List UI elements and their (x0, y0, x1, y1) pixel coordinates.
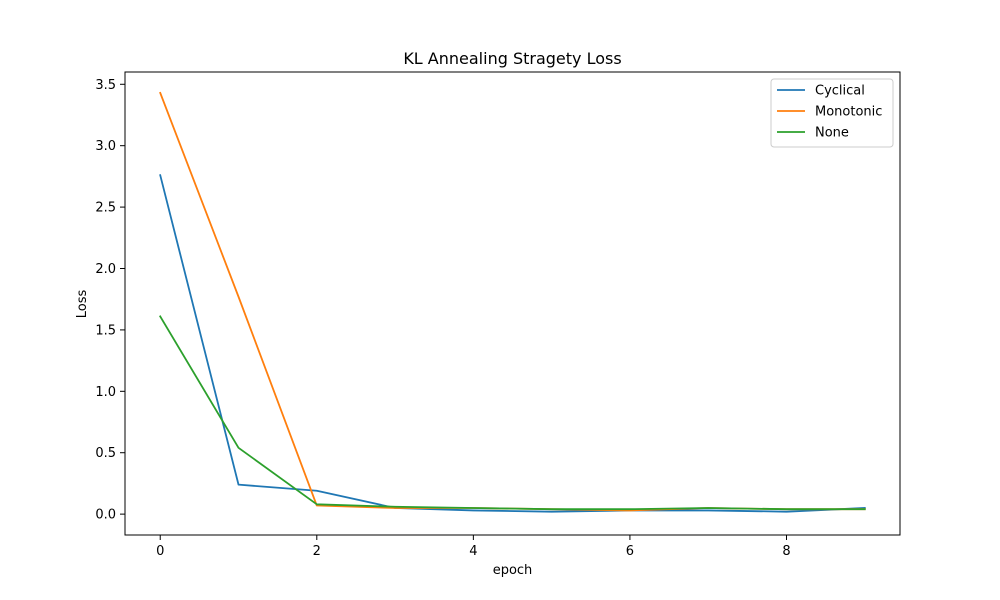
y-tick-label: 1.5 (95, 323, 116, 338)
plot-frame (124, 71, 901, 536)
series-line-cyclical (159, 174, 866, 513)
x-tick-label: 4 (469, 544, 477, 559)
legend: Cyclical Monotonic None (770, 78, 894, 148)
x-tick-label: 8 (782, 544, 790, 559)
x-axis-label: epoch (493, 563, 533, 578)
x-tick-label: 2 (313, 544, 321, 559)
y-axis-label: Loss (75, 290, 90, 319)
y-tick-label: 3.5 (95, 78, 116, 93)
y-axis-ticks: 0.0 0.5 1.0 1.5 2.0 2.5 3.0 3.5 (95, 78, 125, 523)
x-tick-label: 0 (156, 544, 164, 559)
x-axis-ticks: 0 2 4 6 8 (156, 535, 791, 559)
y-tick-label: 0.0 (95, 508, 116, 523)
series-line-none (158, 315, 866, 511)
legend-label-none: None (815, 126, 849, 141)
chart-title: KL Annealing Stragety Loss (403, 49, 621, 68)
y-tick-label: 0.5 (95, 446, 116, 461)
y-tick-label: 2.5 (95, 201, 116, 216)
legend-box (770, 78, 894, 148)
y-tick-label: 2.0 (95, 262, 116, 277)
series-layer (158, 91, 866, 513)
x-tick-label: 6 (626, 544, 634, 559)
y-tick-label: 3.0 (95, 139, 116, 154)
y-tick-label: 1.0 (95, 385, 116, 400)
legend-label-cyclical: Cyclical (815, 84, 865, 99)
legend-label-monotonic: Monotonic (815, 105, 882, 120)
